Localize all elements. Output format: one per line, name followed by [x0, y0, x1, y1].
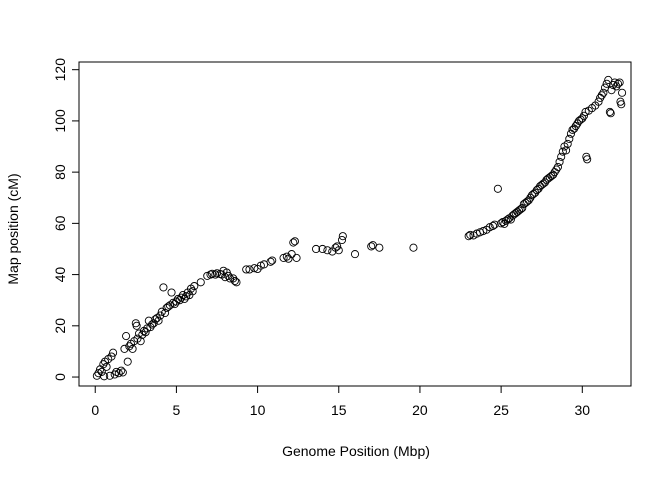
data-point: [268, 256, 277, 265]
data-point: [579, 111, 588, 120]
data-point: [464, 232, 473, 241]
data-point: [110, 370, 119, 379]
y-tick-label: 100: [52, 109, 68, 133]
data-point: [490, 220, 499, 229]
data-point: [132, 321, 141, 330]
y-tick-label: 120: [52, 58, 68, 82]
data-point: [290, 237, 299, 246]
data-point: [154, 316, 163, 325]
data-point: [555, 157, 564, 166]
data-point: [337, 235, 347, 245]
data-point: [230, 276, 239, 286]
data-point: [409, 243, 418, 252]
data-point: [105, 371, 114, 380]
data-point: [563, 139, 572, 149]
data-point: [206, 270, 215, 279]
data-point: [232, 278, 241, 287]
data-point: [123, 357, 132, 366]
data-point: [289, 238, 298, 247]
data-point: [100, 372, 109, 381]
data-point: [224, 271, 233, 280]
data-point: [311, 244, 321, 254]
data-point: [136, 337, 145, 346]
data-point: [367, 242, 376, 251]
y-axis-label: Map position (cM): [5, 173, 21, 284]
data-point: [493, 184, 502, 193]
data-point: [578, 114, 587, 123]
data-point: [488, 221, 498, 230]
data-point: [562, 146, 571, 155]
data-point: [242, 265, 251, 274]
data-point: [109, 348, 118, 357]
x-tick-label: 30: [575, 402, 591, 418]
data-point: [323, 246, 332, 255]
x-tick-label: 0: [91, 402, 99, 418]
data-point: [141, 328, 150, 337]
data-point: [120, 344, 129, 353]
data-point: [597, 91, 606, 100]
data-point: [282, 252, 291, 261]
data-point: [245, 265, 254, 274]
data-point: [160, 308, 170, 318]
data-point: [557, 152, 566, 161]
data-point: [338, 232, 347, 241]
data-point: [613, 79, 623, 88]
data-point: [617, 100, 626, 109]
data-point: [97, 367, 106, 376]
data-point: [117, 366, 126, 375]
points-layer: [92, 75, 627, 381]
y-tick-label: 40: [52, 267, 68, 283]
data-point: [552, 165, 561, 174]
data-point: [156, 311, 165, 320]
data-point: [190, 282, 199, 291]
x-axis-label: Genome Position (Mbp): [282, 443, 430, 459]
data-point: [188, 287, 197, 296]
data-point: [208, 269, 217, 278]
data-point: [333, 242, 342, 251]
data-point: [107, 352, 116, 361]
y-tick-label: 80: [52, 164, 68, 180]
x-tick-label: 10: [250, 402, 266, 418]
data-point: [466, 230, 475, 239]
data-point: [350, 250, 360, 259]
data-point: [102, 362, 111, 371]
data-point: [292, 253, 301, 262]
data-point: [114, 369, 123, 378]
data-point: [318, 244, 327, 254]
data-point: [565, 134, 574, 143]
y-tick-label: 20: [52, 318, 68, 334]
data-point: [606, 109, 615, 118]
x-tick-label: 5: [173, 402, 181, 418]
data-point: [553, 162, 562, 172]
data-point: [211, 270, 220, 279]
y-tick-label: 60: [52, 215, 68, 231]
x-tick-label: 20: [412, 402, 428, 418]
data-point: [615, 78, 624, 87]
data-point: [334, 246, 343, 255]
data-point: [225, 274, 235, 283]
y-tick-label: 0: [52, 373, 68, 381]
data-point: [594, 97, 603, 106]
data-point: [167, 288, 176, 297]
data-point: [118, 368, 127, 377]
data-point: [159, 283, 168, 292]
data-point: [266, 257, 275, 266]
data-point: [128, 344, 137, 353]
data-point: [375, 243, 384, 252]
x-tick-label: 25: [493, 402, 509, 418]
data-point: [583, 155, 592, 164]
data-point: [605, 107, 614, 116]
data-point: [618, 88, 627, 97]
data-point: [599, 88, 608, 97]
data-point: [122, 332, 131, 341]
x-tick-label: 15: [331, 402, 347, 418]
data-point: [602, 79, 611, 88]
y-axis: 0 20 40 60 80 100 120: [52, 58, 80, 381]
data-point: [497, 219, 506, 228]
data-point: [287, 250, 296, 259]
x-axis: 0 5 10 15 20 25 30: [91, 385, 591, 418]
data-point: [196, 278, 205, 287]
